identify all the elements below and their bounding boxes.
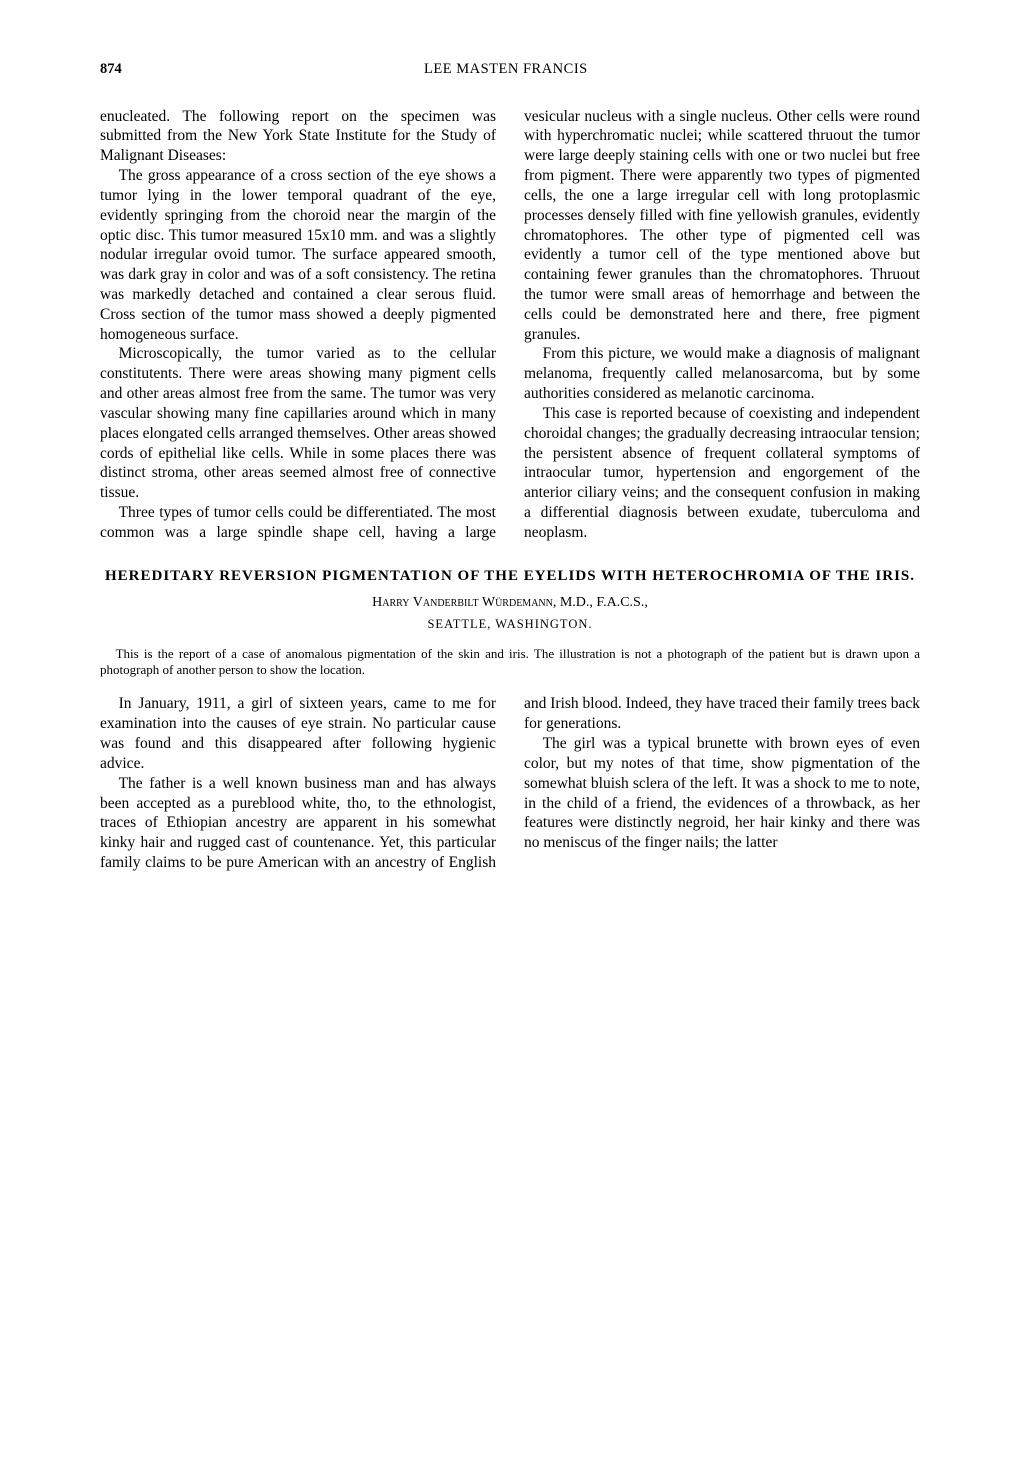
article2-para: The girl was a typical brunette with bro… — [524, 734, 920, 853]
article1-para: This case is reported because of coexist… — [524, 404, 920, 543]
article2-abstract: This is the report of a case of anomalou… — [100, 646, 920, 679]
article1-para: enucleated. The following report on the … — [100, 107, 496, 166]
article2-body: In January, 1911, a girl of sixteen year… — [100, 694, 920, 872]
header-spacer — [890, 60, 920, 79]
article1-para: From this picture, we would make a diagn… — [524, 344, 920, 403]
author-credentials: , M.D., F.A.C.S., — [553, 595, 648, 610]
article1-para: Microscopically, the tumor varied as to … — [100, 344, 496, 503]
page-header: 874 LEE MASTEN FRANCIS — [100, 60, 920, 79]
running-head: LEE MASTEN FRANCIS — [424, 60, 588, 79]
author-name: Harry Vanderbilt Würdemann — [372, 595, 553, 610]
article2-para: In January, 1911, a girl of sixteen year… — [100, 694, 496, 773]
article1-para: The gross appearance of a cross section … — [100, 166, 496, 344]
article2-location: SEATTLE, WASHINGTON. — [100, 616, 920, 632]
article1-body: enucleated. The following report on the … — [100, 107, 920, 543]
page-number: 874 — [100, 60, 122, 79]
article2-author: Harry Vanderbilt Würdemann, M.D., F.A.C.… — [100, 594, 920, 612]
article2-title: HEREDITARY REVERSION PIGMENTATION OF THE… — [100, 567, 920, 586]
